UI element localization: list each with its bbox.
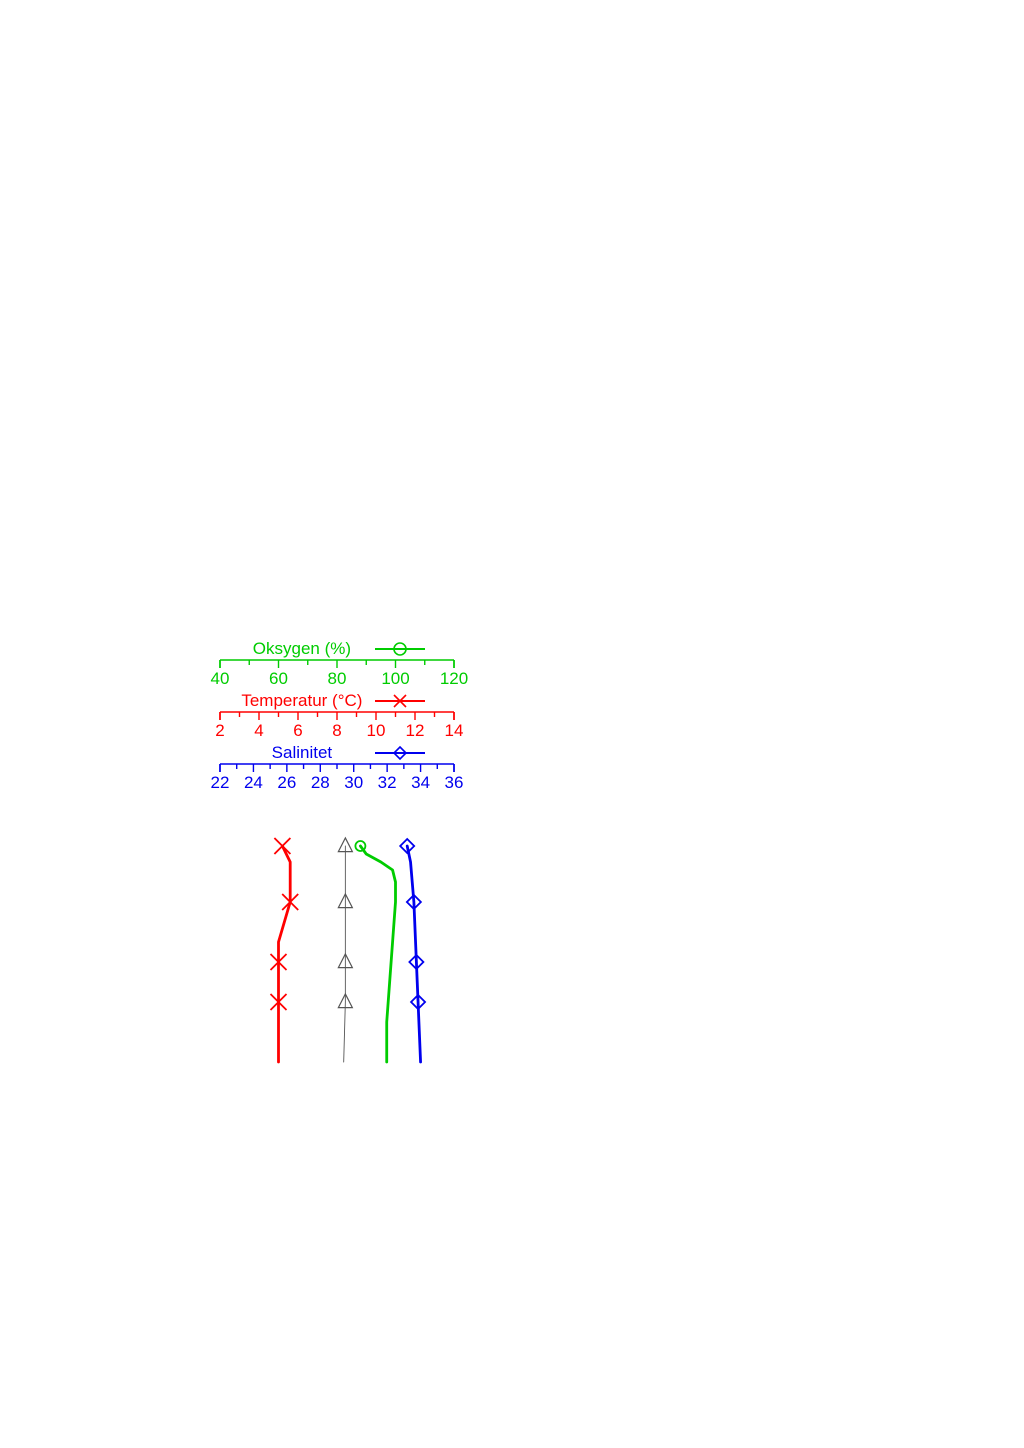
svg-text:28: 28 [311,773,330,792]
svg-text:60: 60 [269,669,288,688]
svg-text:6: 6 [293,721,302,740]
svg-text:40: 40 [211,669,230,688]
svg-text:12: 12 [406,721,425,740]
svg-text:24: 24 [244,773,263,792]
svg-text:10: 10 [367,721,386,740]
depth-profile-chart: Oksygen (%)406080100120Temperatur (°C)24… [200,640,480,1085]
svg-text:8: 8 [332,721,341,740]
svg-text:36: 36 [445,773,464,792]
svg-text:30: 30 [344,773,363,792]
svg-text:2: 2 [215,721,224,740]
svg-text:26: 26 [277,773,296,792]
svg-text:Salinitet: Salinitet [272,743,333,762]
chart-svg: Oksygen (%)406080100120Temperatur (°C)24… [200,640,480,1080]
svg-text:80: 80 [328,669,347,688]
svg-text:34: 34 [411,773,430,792]
svg-text:4: 4 [254,721,263,740]
svg-text:14: 14 [445,721,464,740]
svg-text:100: 100 [381,669,409,688]
svg-text:120: 120 [440,669,468,688]
svg-text:32: 32 [378,773,397,792]
svg-text:Temperatur (°C): Temperatur (°C) [241,691,362,710]
svg-text:Oksygen (%): Oksygen (%) [253,640,351,658]
svg-text:22: 22 [211,773,230,792]
